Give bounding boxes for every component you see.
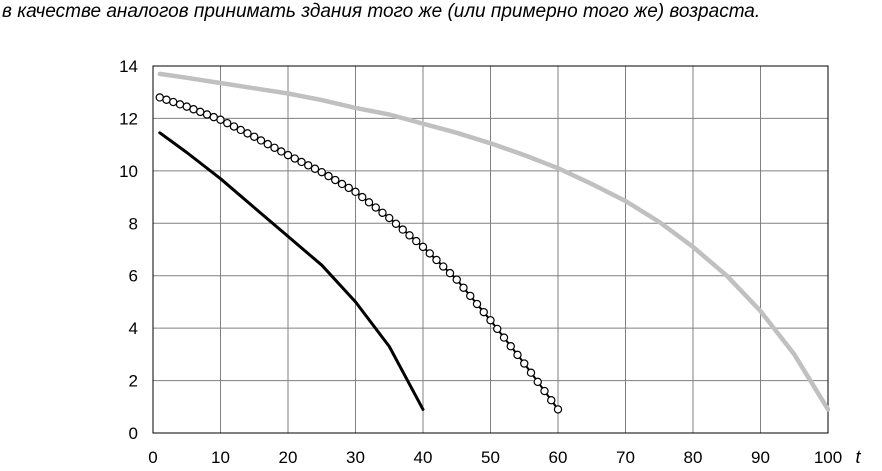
x-tick-label: 90 [751,448,770,467]
plot-area-frame [152,65,829,434]
series-marker [243,129,252,138]
x-axis-title: t [855,447,861,467]
series-marker [223,118,232,128]
series-marker [182,102,191,111]
series-marker [364,198,374,207]
series-marker [425,249,434,258]
x-tick-label: 60 [549,448,568,467]
series-marker [371,203,380,212]
series-marker [162,95,171,104]
x-tick-label: 80 [684,448,703,467]
series-marker [270,143,279,152]
series-marker [175,100,185,109]
grid-lines [152,65,829,434]
series-line-1 [157,71,831,412]
series-marker [324,171,333,181]
series-marker [256,136,266,145]
caption-text: в качестве аналогов принимать здания тог… [2,1,761,22]
series-marker [297,157,306,167]
series-marker [337,179,347,189]
series-marker [290,154,299,163]
series-marker [506,342,515,351]
series-marker [459,283,468,292]
series-marker [398,225,407,234]
series-marker [445,268,455,278]
series-marker [520,359,529,368]
series-marker [405,231,414,240]
series-marker [513,350,522,360]
series-marker [553,405,563,414]
series-marker [358,192,367,202]
x-tick-label: 40 [414,448,433,467]
series-marker [304,161,313,170]
series-marker [229,122,239,131]
y-tick-label: 0 [129,424,138,443]
series-marker [472,299,482,309]
series-layer [155,71,831,414]
series-marker [310,164,320,173]
series-marker [486,316,495,325]
series-marker [432,255,441,265]
x-tick-label: 20 [279,448,298,467]
series-marker [236,125,245,135]
series-marker [412,236,421,246]
series-marker [202,110,212,119]
series-marker [452,275,461,284]
series-marker [155,93,164,102]
series-marker [378,208,387,217]
series-marker [277,147,286,156]
y-tick-label: 12 [119,109,138,128]
series-marker [540,386,549,396]
series-marker [250,132,259,141]
series-marker [283,150,293,160]
series-marker [344,183,353,193]
series-marker [189,105,198,114]
series-line-3 [158,131,425,411]
series-marker [466,291,475,301]
axis-layer: 0 2 4 6 8 10 12 14 0 10 20 30 40 50 60 70 80 90 100 t [119,57,861,467]
y-tick-label: 2 [129,372,138,391]
y-tick-label: 4 [129,319,138,338]
y-tick-label: 14 [119,57,138,76]
series-marker [331,175,340,185]
series-marker [499,333,509,342]
series-marker [533,377,542,387]
y-tick-label: 6 [129,267,138,286]
y-tick-label: 10 [119,162,138,181]
series-marker [439,262,448,271]
series-marker [216,115,225,124]
x-tick-label: 10 [211,448,230,467]
series-marker [526,368,536,377]
series-marker [385,213,394,223]
series-marker [493,324,502,334]
x-tick-label: 0 [148,448,157,467]
series-marker [479,307,488,317]
series-marker [196,107,205,117]
x-tick-label: 100 [814,448,842,467]
series-marker [169,97,178,107]
x-tick-label: 70 [616,448,635,467]
series-marker [317,167,326,177]
series-marker [263,139,272,149]
x-tick-label: 30 [346,448,365,467]
series-marker [418,242,428,252]
y-tick-label: 8 [129,214,138,233]
series-marker [209,112,218,122]
series-marker [391,219,401,229]
x-tick-label: 50 [481,448,500,467]
series-marker [547,396,556,405]
series-marker [351,187,360,197]
